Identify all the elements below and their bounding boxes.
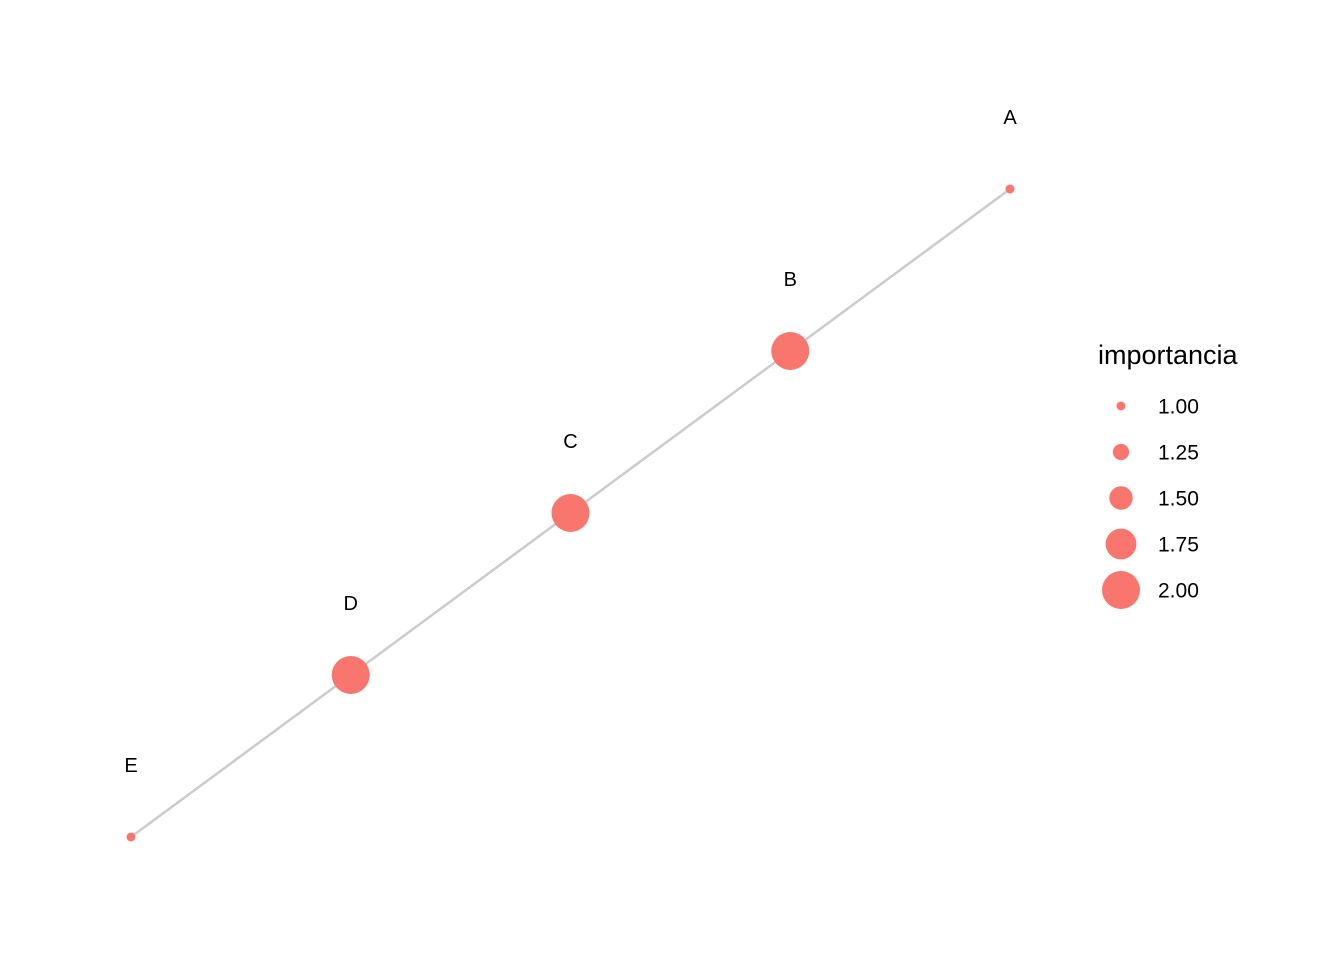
nodes bbox=[126, 184, 1015, 842]
node-label-e: E bbox=[124, 755, 137, 777]
node-label-b: B bbox=[784, 269, 797, 291]
legend-label-1: 1.00 bbox=[1158, 396, 1199, 419]
node-label-d: D bbox=[344, 593, 358, 615]
edge-d-e bbox=[130, 673, 352, 839]
node-d bbox=[331, 656, 370, 694]
node-label-c: C bbox=[563, 431, 577, 453]
edge-a-b bbox=[789, 187, 1011, 353]
node-label-a: A bbox=[1003, 107, 1017, 129]
node-b bbox=[771, 332, 810, 370]
edges bbox=[130, 187, 1011, 839]
legend-label-5: 2.00 bbox=[1158, 580, 1199, 603]
legend-entries: 1.00 1.25 1.50 1.75 2.00 bbox=[1102, 396, 1199, 609]
legend-key-5 bbox=[1102, 571, 1140, 609]
node-c bbox=[551, 494, 590, 532]
legend-key-4 bbox=[1105, 528, 1137, 560]
node-labels: A B C D E bbox=[124, 107, 1017, 777]
node-a bbox=[1005, 184, 1015, 194]
legend-key-3 bbox=[1109, 486, 1133, 510]
legend: importancia 1.00 1.25 1.50 1.75 2.00 bbox=[1098, 340, 1239, 609]
node-e bbox=[126, 832, 136, 842]
edge-c-d bbox=[350, 511, 572, 677]
legend-label-2: 1.25 bbox=[1158, 442, 1199, 465]
edge-b-c bbox=[569, 349, 791, 515]
legend-key-1 bbox=[1116, 401, 1126, 411]
legend-title: importancia bbox=[1098, 340, 1239, 370]
legend-label-3: 1.50 bbox=[1158, 488, 1199, 511]
legend-key-2 bbox=[1112, 443, 1130, 461]
legend-label-4: 1.75 bbox=[1158, 534, 1199, 557]
